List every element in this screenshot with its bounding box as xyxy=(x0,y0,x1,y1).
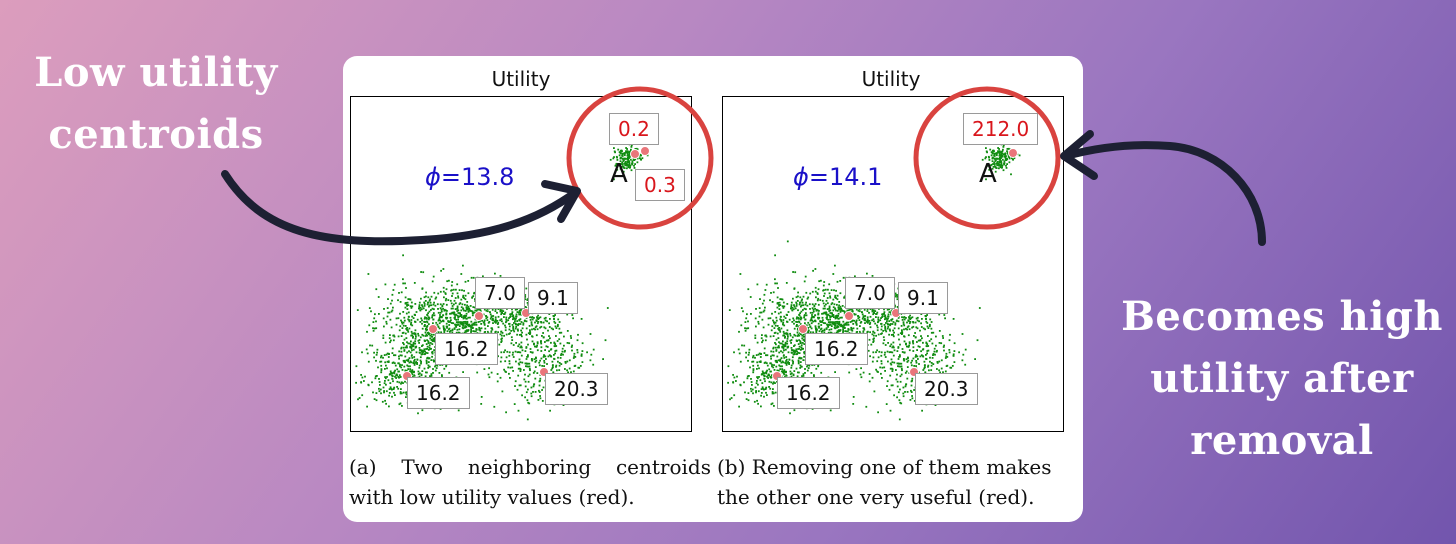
phi-value: =13.8 xyxy=(440,163,515,191)
centroid-marker xyxy=(844,311,854,321)
centroid-utility-label: 212.0 xyxy=(963,113,1039,145)
phi-value: =14.1 xyxy=(808,163,883,191)
centroid-utility-label: 7.0 xyxy=(845,277,895,309)
arrow-to-high-utility xyxy=(1062,141,1266,246)
caption-word: neighboring xyxy=(467,455,592,479)
centroid-marker xyxy=(474,311,484,321)
centroid-marker xyxy=(428,324,438,334)
panel-a-caption: (a) Two neighboring centroids with low u… xyxy=(349,452,711,512)
caption-line: the other one very useful (red). xyxy=(717,485,1035,509)
cluster-a-label: A xyxy=(610,159,628,189)
cluster-a-label: A xyxy=(979,159,997,189)
panel-a-plot: ϕ=13.8 A 0.2 0.3 7.0 9.1 16.2 16.2 20.3 xyxy=(350,96,692,432)
callout-line: utility after xyxy=(1150,355,1414,402)
caption-line: (b) Removing one of them makes xyxy=(717,455,1052,479)
caption-word: Two xyxy=(401,455,444,479)
centroid-marker xyxy=(640,146,650,156)
centroid-utility-label: 7.0 xyxy=(475,277,525,309)
centroid-utility-label: 9.1 xyxy=(898,282,948,314)
callout-line: centroids xyxy=(48,111,264,158)
panel-b-phi: ϕ=14.1 xyxy=(793,163,882,191)
caption-line: with low utility values (red). xyxy=(349,485,635,509)
callout-line: Low utility xyxy=(34,49,278,96)
caption-word: (a) xyxy=(349,455,377,479)
caption-line-justified: (a) Two neighboring centroids xyxy=(349,452,711,482)
caption-word: centroids xyxy=(615,455,711,479)
callout-line: removal xyxy=(1190,417,1374,464)
panel-a-title: Utility xyxy=(491,67,551,91)
panel-b-title: Utility xyxy=(861,67,921,91)
centroid-utility-label: 16.2 xyxy=(805,333,868,365)
centroid-utility-label: 16.2 xyxy=(407,377,470,409)
centroid-utility-label: 16.2 xyxy=(777,377,840,409)
centroid-utility-label: 0.2 xyxy=(609,113,659,145)
callout-line: Becomes high xyxy=(1121,293,1443,340)
callout-becomes-high-utility: Becomes high utility after removal xyxy=(1112,286,1452,472)
panel-b-scatter xyxy=(727,141,1021,421)
centroid-marker xyxy=(1008,148,1018,158)
phi-symbol: ϕ xyxy=(425,163,441,191)
callout-low-utility-centroids: Low utility centroids xyxy=(18,42,294,166)
centroid-utility-label: 0.3 xyxy=(635,169,685,201)
panel-b-plot: ϕ=14.1 A 212.0 7.0 9.1 16.2 16.2 20.3 xyxy=(722,96,1064,432)
figure-card: Utility ϕ=13.8 A 0.2 0.3 7.0 9.1 16.2 16… xyxy=(343,56,1083,522)
centroid-utility-label: 20.3 xyxy=(915,373,978,405)
panel-a-phi: ϕ=13.8 xyxy=(425,163,514,191)
panel-b-caption: (b) Removing one of them makes the other… xyxy=(717,452,1079,512)
centroid-marker xyxy=(798,324,808,334)
centroid-marker xyxy=(630,149,640,159)
centroid-utility-label: 16.2 xyxy=(435,333,498,365)
centroid-utility-label: 20.3 xyxy=(545,373,608,405)
panel-a-scatter xyxy=(355,141,650,421)
centroid-utility-label: 9.1 xyxy=(528,282,578,314)
phi-symbol: ϕ xyxy=(793,163,809,191)
